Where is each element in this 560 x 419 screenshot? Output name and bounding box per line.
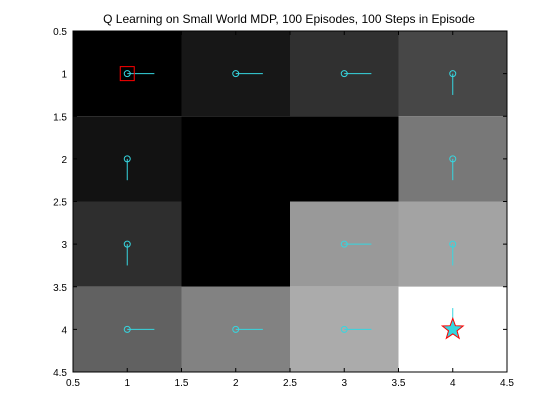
x-tick-label-6: 3.5 [392,378,406,389]
start-marker [119,66,135,82]
x-tick-label-3: 2 [233,378,239,389]
y-tick-label-5: 3 [61,240,67,251]
heatmap-cell-r3-c2 [181,201,290,287]
x-tick-label-5: 3 [341,378,347,389]
plot-area: 0.5 1 1.5 2 2.5 3 3.5 4 4.50.511.522.533.544.5 [53,27,514,389]
chart-title: Q Learning on Small World MDP, 100 Episo… [103,12,475,26]
policy-arrow-origin-r1-c4 [449,70,457,78]
x-tick-label-7: 4 [450,378,456,389]
x-tick-label-0: 0.5 [66,378,80,389]
policy-arrow-origin-r1-c3 [340,70,348,78]
y-tick-label-6: 3.5 [53,283,67,294]
policy-arrow-origin-r1-c2 [232,70,240,78]
policy-arrow-origin-r3-c1 [123,240,131,248]
goal-marker [440,316,465,340]
policy-arrow-origin-r4-c3 [340,325,348,333]
x-tick-label-8: 4.5 [500,378,514,389]
x-tick-label-1: 1 [124,378,130,389]
policy-arrow-origin-r2-c4 [449,155,457,163]
y-tick-label-0: 0.5 [53,27,67,38]
policy-arrow-origin-r3-c3 [340,240,348,248]
y-tick-label-4: 2.5 [53,198,67,209]
policy-arrow-origin-r3-c4 [449,240,457,248]
x-tick-label-2: 1.5 [175,378,189,389]
policy-arrow-origin-r4-c1 [123,325,131,333]
y-tick-label-1: 1 [61,70,67,81]
y-tick-label-7: 4 [61,325,67,336]
policy-arrow-origin-r1-c1 [123,70,131,78]
x-tick-label-4: 2.5 [283,378,297,389]
heatmap-cell-r2-c3 [290,116,399,202]
y-tick-label-2: 1.5 [53,112,67,123]
policy-arrow-origin-r4-c2 [232,325,240,333]
y-tick-label-3: 2 [61,155,67,166]
y-tick-label-8: 4.5 [53,368,67,379]
policy-arrow-origin-r2-c1 [123,155,131,163]
heatmap-cell-r2-c2 [181,116,290,202]
